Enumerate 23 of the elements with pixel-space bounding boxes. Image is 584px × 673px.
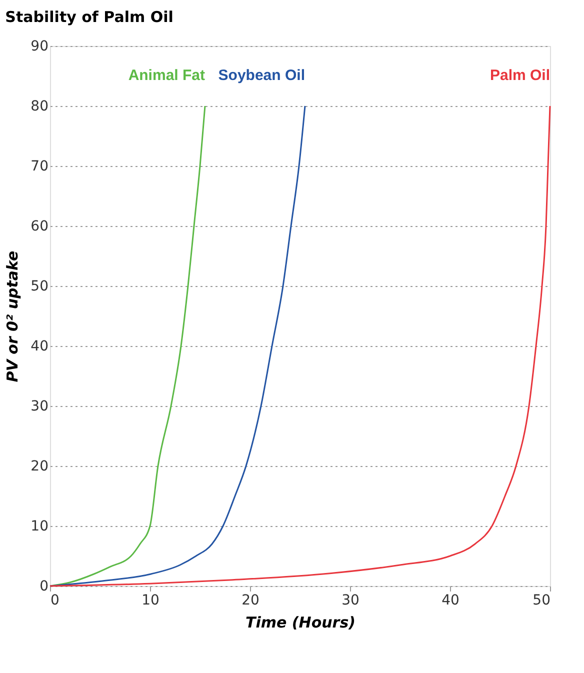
x-tick-label: 20: [242, 592, 260, 608]
y-tick-label: 0: [40, 578, 48, 594]
y-tick-label: 30: [30, 398, 48, 414]
series-label: Animal Fat: [128, 67, 205, 84]
y-tick-label: 70: [30, 158, 48, 174]
series-label: Soybean Oil: [218, 67, 305, 84]
x-tick-label: 40: [442, 592, 460, 608]
y-tick-label: 90: [30, 38, 48, 54]
y-tick-label: 40: [30, 338, 48, 354]
x-tick-label: 50: [532, 592, 550, 608]
y-tick-label: 50: [30, 278, 48, 294]
series-label: Palm Oil: [490, 67, 550, 84]
y-axis-title: PV or 0² uptake: [4, 250, 22, 382]
x-axis-title: Time (Hours): [246, 614, 356, 632]
x-tick-label: 30: [342, 592, 360, 608]
chart-title: Stability of Palm Oil: [5, 8, 174, 26]
y-tick-label: 10: [30, 518, 48, 534]
x-tick-label: 10: [142, 592, 160, 608]
y-tick-label: 60: [30, 218, 48, 234]
x-tick-label: 0: [50, 592, 60, 608]
y-tick-label: 80: [30, 98, 48, 114]
y-tick-label: 20: [30, 458, 48, 474]
line-series: [49, 105, 551, 587]
